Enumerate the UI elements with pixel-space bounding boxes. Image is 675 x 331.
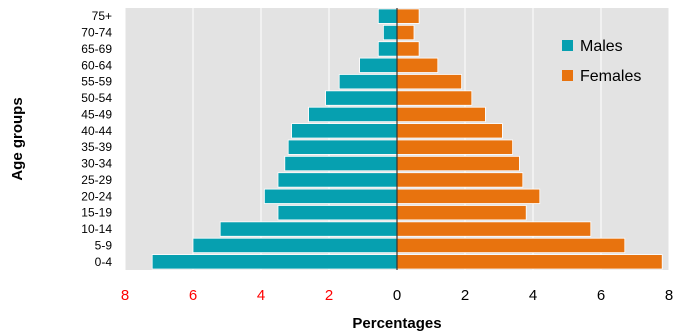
x-tick-label: 2 <box>325 287 333 304</box>
bar-females-65-69 <box>396 41 420 57</box>
bar-females-15-19 <box>396 205 527 221</box>
age-label-35-39: 35-39 <box>81 140 112 154</box>
legend-label-males: Males <box>580 38 623 55</box>
legend-label-females: Females <box>580 68 641 85</box>
x-tick-label: 6 <box>189 287 197 304</box>
x-tick-label: 4 <box>257 287 265 304</box>
x-tick-label: 2 <box>461 287 469 304</box>
bar-females-70-74 <box>396 24 415 41</box>
age-label-40-44: 40-44 <box>81 124 112 138</box>
y-axis-title: Age groups <box>9 97 26 180</box>
bar-males-55-59 <box>338 74 398 90</box>
x-tick-label: 6 <box>597 287 605 304</box>
bar-females-40-44 <box>396 123 503 139</box>
bar-males-15-19 <box>277 205 398 221</box>
legend-swatch-females <box>562 70 573 81</box>
bar-females-0-4 <box>396 254 663 270</box>
bar-males-35-39 <box>287 139 398 155</box>
age-label-30-34: 30-34 <box>81 157 112 171</box>
bar-females-5-9 <box>396 237 626 254</box>
bar-males-5-9 <box>192 237 398 254</box>
age-label-0-4: 0-4 <box>95 255 113 269</box>
x-tick-label: 0 <box>393 287 401 304</box>
legend: Males Females <box>562 38 641 85</box>
bar-females-45-49 <box>396 106 486 123</box>
x-tick-label: 4 <box>529 287 537 304</box>
age-label-45-49: 45-49 <box>81 107 112 121</box>
bar-males-40-44 <box>291 123 398 139</box>
age-label-70-74: 70-74 <box>81 26 112 40</box>
age-label-5-9: 5-9 <box>95 238 113 252</box>
bar-males-45-49 <box>308 106 398 123</box>
bar-females-55-59 <box>396 74 462 90</box>
age-label-65-69: 65-69 <box>81 42 112 56</box>
bar-males-75+ <box>377 8 398 24</box>
age-label-15-19: 15-19 <box>81 206 112 220</box>
bar-females-75+ <box>396 8 420 24</box>
bar-males-70-74 <box>382 24 398 41</box>
bar-males-0-4 <box>151 254 398 270</box>
bar-females-20-24 <box>396 188 541 204</box>
age-label-10-14: 10-14 <box>81 222 112 236</box>
x-tick-label: 8 <box>121 287 129 304</box>
legend-swatch-males <box>562 40 573 51</box>
bar-females-30-34 <box>396 155 520 172</box>
age-label-75+: 75+ <box>92 9 112 23</box>
age-label-50-54: 50-54 <box>81 91 112 105</box>
bar-males-10-14 <box>219 221 398 237</box>
bar-males-65-69 <box>377 41 398 57</box>
bar-females-25-29 <box>396 172 524 188</box>
bar-males-50-54 <box>325 90 398 106</box>
x-axis-title: Percentages <box>352 315 441 331</box>
age-group-labels: 0-4 5-9 10-14 15-19 20-24 25-29 30-34 35-39 40-4… <box>81 9 112 269</box>
bar-females-50-54 <box>396 90 473 106</box>
x-tick-labels: 8 6 4 2 0 2 4 6 8 <box>121 287 673 304</box>
age-label-60-64: 60-64 <box>81 58 112 72</box>
age-label-20-24: 20-24 <box>81 189 112 203</box>
age-label-25-29: 25-29 <box>81 173 112 187</box>
bars <box>151 8 663 270</box>
bar-males-20-24 <box>263 188 398 204</box>
bar-females-35-39 <box>396 139 513 155</box>
bar-males-25-29 <box>277 172 398 188</box>
x-tick-label: 8 <box>665 287 673 304</box>
bar-females-60-64 <box>396 57 439 73</box>
bar-females-10-14 <box>396 221 592 237</box>
bar-males-30-34 <box>284 155 398 172</box>
bar-males-60-64 <box>359 57 398 73</box>
age-label-55-59: 55-59 <box>81 75 112 89</box>
